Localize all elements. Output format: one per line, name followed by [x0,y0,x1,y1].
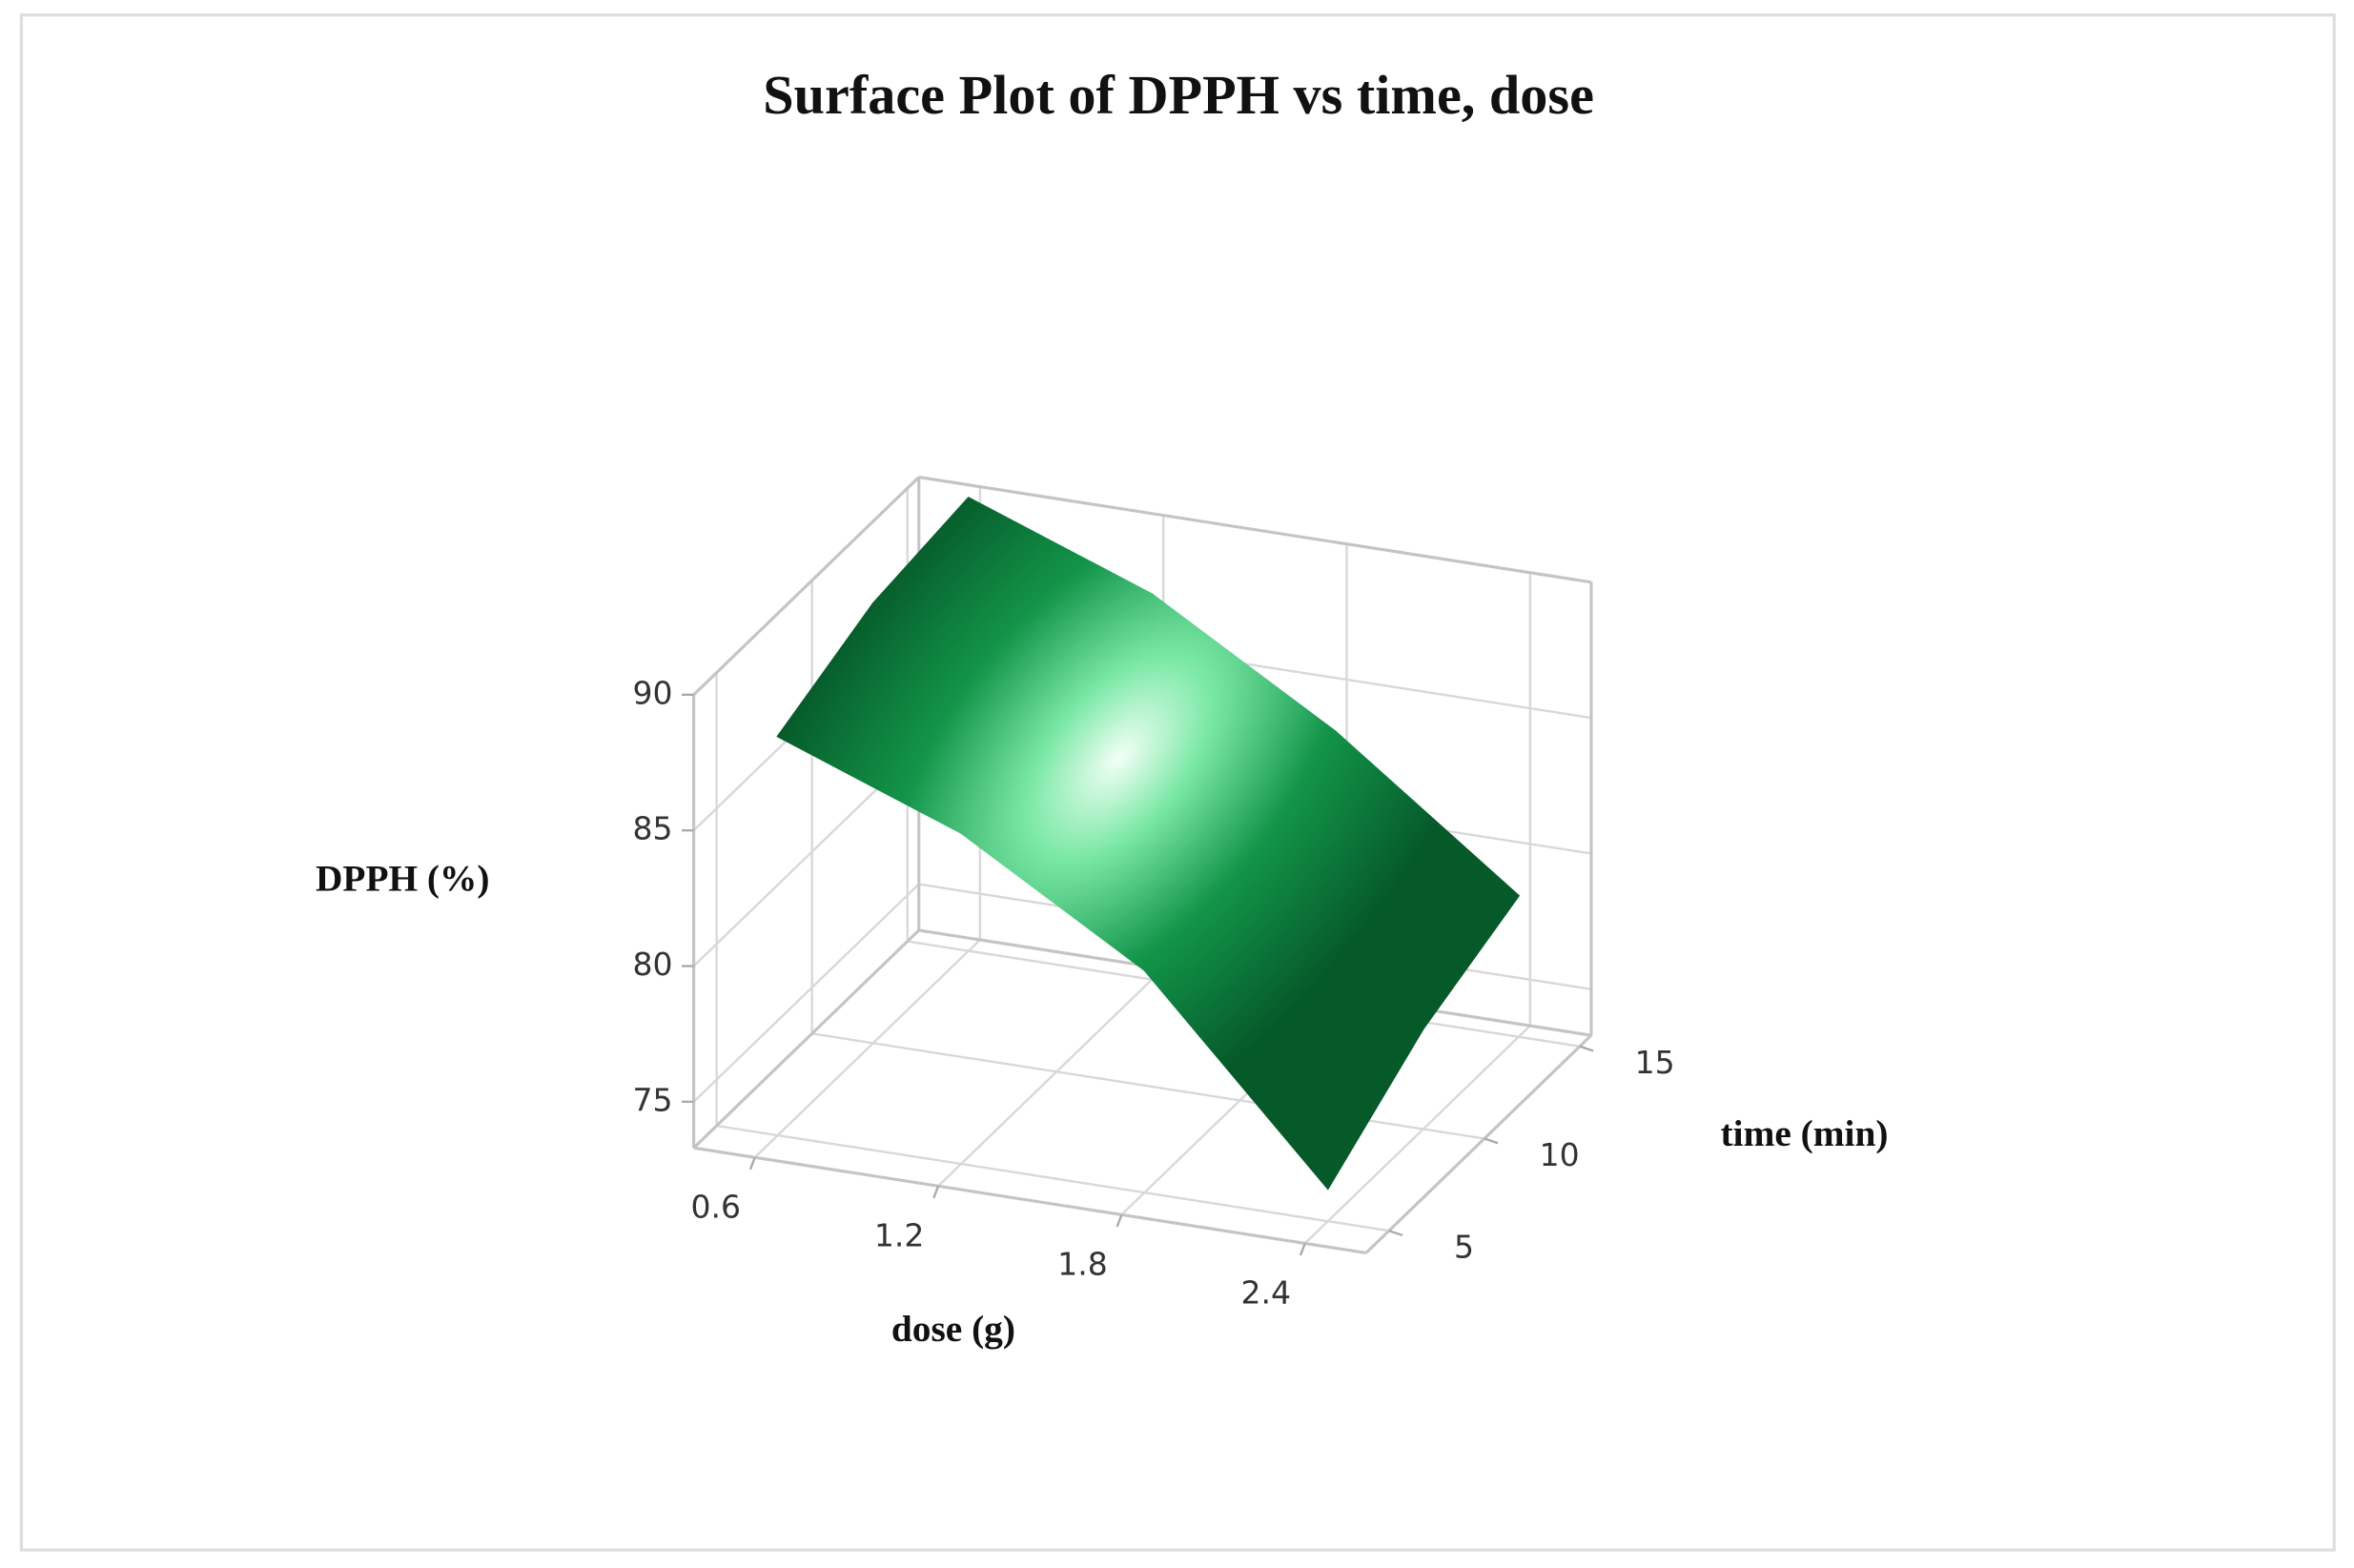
tick-mark [1484,1137,1499,1145]
y-tick-label: 10 [1540,1136,1580,1173]
y-tick-label: 15 [1635,1044,1675,1081]
chart-title: Surface Plot of DPPH vs time, dose [763,64,1594,126]
x-tick-label: 1.2 [874,1216,925,1253]
box-edge [1364,1034,1593,1254]
tick-mark [1579,1045,1594,1052]
surface-cell [1143,835,1424,1191]
tick-mark [1299,1242,1306,1256]
box-edge [693,1146,1367,1254]
x-tick-label: 0.6 [691,1188,742,1225]
grid-line [753,939,981,1159]
y-axis-label: time (min) [1721,1112,1889,1154]
grid-line [1303,1025,1531,1245]
z-axis-label: DPPH (%) [316,858,489,900]
grid-line [716,1124,1390,1232]
grid-line [692,883,920,1103]
z-tick-label: 80 [633,946,673,983]
tick-mark [1116,1213,1123,1228]
tick-mark [932,1185,940,1199]
z-tick-label: 75 [633,1081,673,1118]
z-tick-label: 85 [633,810,673,847]
y-tick-label: 5 [1454,1229,1474,1266]
box-edge [918,476,1592,584]
grid-line [811,1032,1485,1140]
x-tick-label: 1.8 [1057,1245,1108,1282]
x-tick-label: 2.4 [1241,1273,1292,1311]
grid-line [937,967,1165,1188]
box-edge [692,476,920,696]
tick-mark [748,1156,756,1171]
x-axis-label: dose (g) [891,1308,1015,1350]
z-tick-label: 90 [633,674,673,711]
tick-mark [1388,1230,1403,1237]
box-edge [692,928,920,1150]
